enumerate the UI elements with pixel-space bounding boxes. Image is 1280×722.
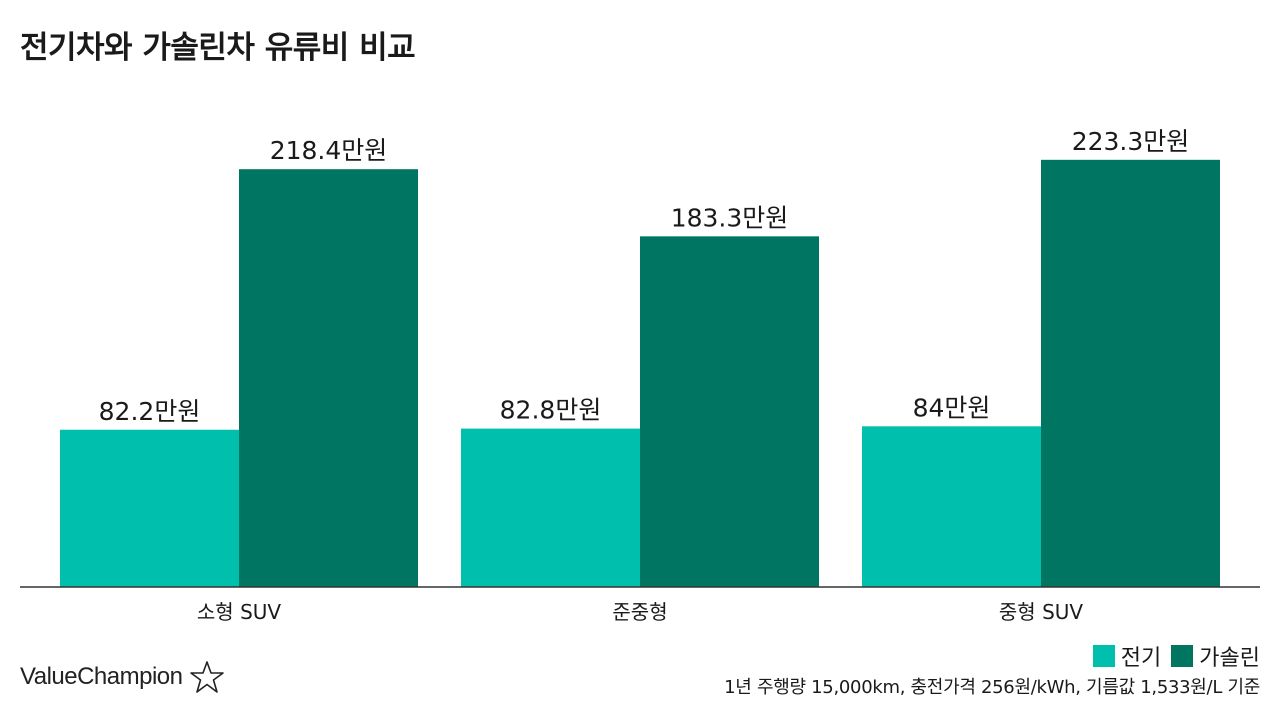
brand-logo: ValueChampion xyxy=(20,660,225,694)
legend-swatch-electric xyxy=(1092,645,1115,667)
bar-chart: 82.2만원 218.4만원 82.8만원 183.3만원 84만원 223.3만원 소형… xyxy=(20,127,1260,624)
legend: 전기 가솔린 xyxy=(1092,640,1260,672)
legend-swatch-gasoline xyxy=(1171,645,1194,667)
bars-group xyxy=(60,159,1220,588)
bar-electric-2 xyxy=(862,426,1041,587)
category-ticks-group: 소형 SUV 준중형 중형 SUV xyxy=(197,600,1083,624)
footnote: 1년 주행량 15,000km, 충전가격 256원/kWh, 기름값 1,53… xyxy=(724,677,1260,698)
bar-electric-0 xyxy=(60,429,239,587)
category-label-1: 준중형 xyxy=(612,600,667,624)
legend-item-electric: 전기 xyxy=(1092,640,1162,672)
data-label-gasoline-0: 218.4만원 xyxy=(270,136,388,165)
data-label-electric-1: 82.8만원 xyxy=(500,396,602,425)
category-label-0: 소형 SUV xyxy=(197,600,281,624)
legend-item-gasoline: 가솔린 xyxy=(1171,640,1260,672)
chart-title: 전기차와 가솔린차 유류비 비교 xyxy=(20,30,416,66)
legend-label-gasoline: 가솔린 xyxy=(1199,646,1260,671)
bar-gasoline-2 xyxy=(1041,159,1220,588)
data-label-electric-0: 82.2만원 xyxy=(99,397,201,426)
bar-gasoline-0 xyxy=(239,169,418,587)
bar-gasoline-1 xyxy=(640,236,819,587)
data-label-electric-2: 84만원 xyxy=(913,393,991,422)
data-label-gasoline-1: 183.3만원 xyxy=(671,203,789,232)
data-labels-group: 82.2만원 218.4만원 82.8만원 183.3만원 84만원 223.3만원 xyxy=(99,127,1190,426)
brand-name: ValueChampion xyxy=(20,663,183,690)
bar-electric-1 xyxy=(461,428,640,587)
category-label-2: 중형 SUV xyxy=(999,600,1083,624)
legend-label-electric: 전기 xyxy=(1120,646,1162,671)
data-label-gasoline-2: 223.3만원 xyxy=(1072,127,1190,156)
star-outline-icon xyxy=(189,661,224,693)
